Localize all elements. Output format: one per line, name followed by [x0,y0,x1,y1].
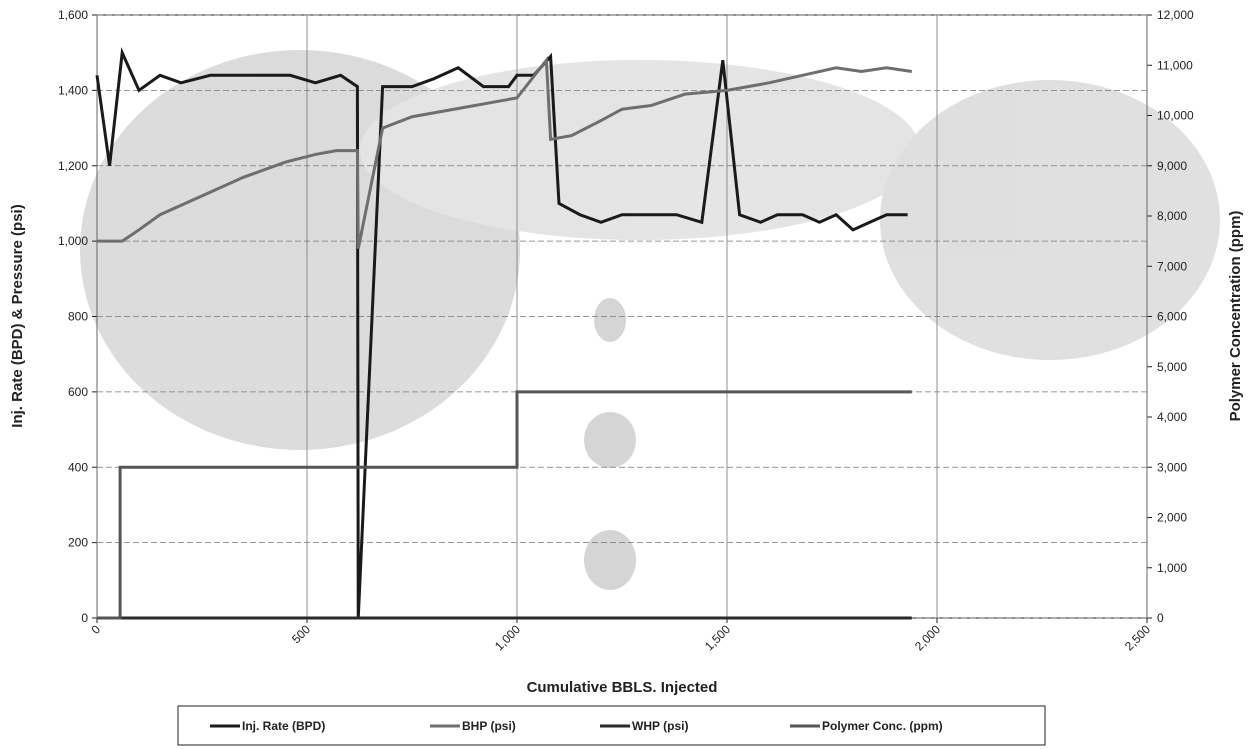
droplet [594,298,626,342]
y2-tick-label: 3,000 [1157,460,1187,474]
y-tick-label: 0 [81,611,88,625]
chart: Cumulative BBLS. Injected Inj. Rate (BPD… [0,0,1258,749]
y2-tick-label: 10,000 [1157,109,1194,123]
y2-tick-label: 6,000 [1157,310,1187,324]
background-art [80,50,1220,590]
x-tick-label: 0 [88,622,103,637]
y-tick-label: 800 [68,310,88,324]
x-tick-label: 1,500 [702,622,733,653]
y-tick-label: 1,000 [58,234,88,248]
y2-axis-title: Polymer Concentration (ppm) [1227,211,1244,422]
y2-tick-label: 0 [1157,611,1164,625]
y2-tick-label: 12,000 [1157,8,1194,22]
legend-label: WHP (psi) [632,719,688,733]
y-tick-label: 1,400 [58,83,88,97]
y-tick-label: 1,600 [58,8,88,22]
y2-tick-label: 1,000 [1157,561,1187,575]
y2-tick-label: 7,000 [1157,259,1187,273]
y2-tick-label: 2,000 [1157,511,1187,525]
y2-tick-label: 8,000 [1157,209,1187,223]
leaf-shape [360,60,920,240]
x-tick-label: 1,000 [492,622,523,653]
droplet [584,530,636,590]
y2-tick-label: 5,000 [1157,360,1187,374]
y-tick-label: 1,200 [58,159,88,173]
legend-label: BHP (psi) [462,719,516,733]
y2-tick-label: 4,000 [1157,410,1187,424]
y-axis-title: Inj. Rate (BPD) & Pressure (psi) [9,204,26,427]
y-tick-label: 600 [68,385,88,399]
droplet [584,412,636,468]
y2-tick-label: 11,000 [1157,58,1193,72]
x-axis-title: Cumulative BBLS. Injected [527,679,718,696]
y2-tick-label: 9,000 [1157,159,1187,173]
x-tick-label: 500 [289,622,313,646]
y-tick-label: 400 [68,460,88,474]
legend-label: Polymer Conc. (ppm) [822,719,943,733]
x-tick-label: 2,000 [912,622,943,653]
legend-label: Inj. Rate (BPD) [242,719,325,733]
x-tick-label: 2,500 [1122,622,1153,653]
y-tick-label: 200 [68,536,88,550]
